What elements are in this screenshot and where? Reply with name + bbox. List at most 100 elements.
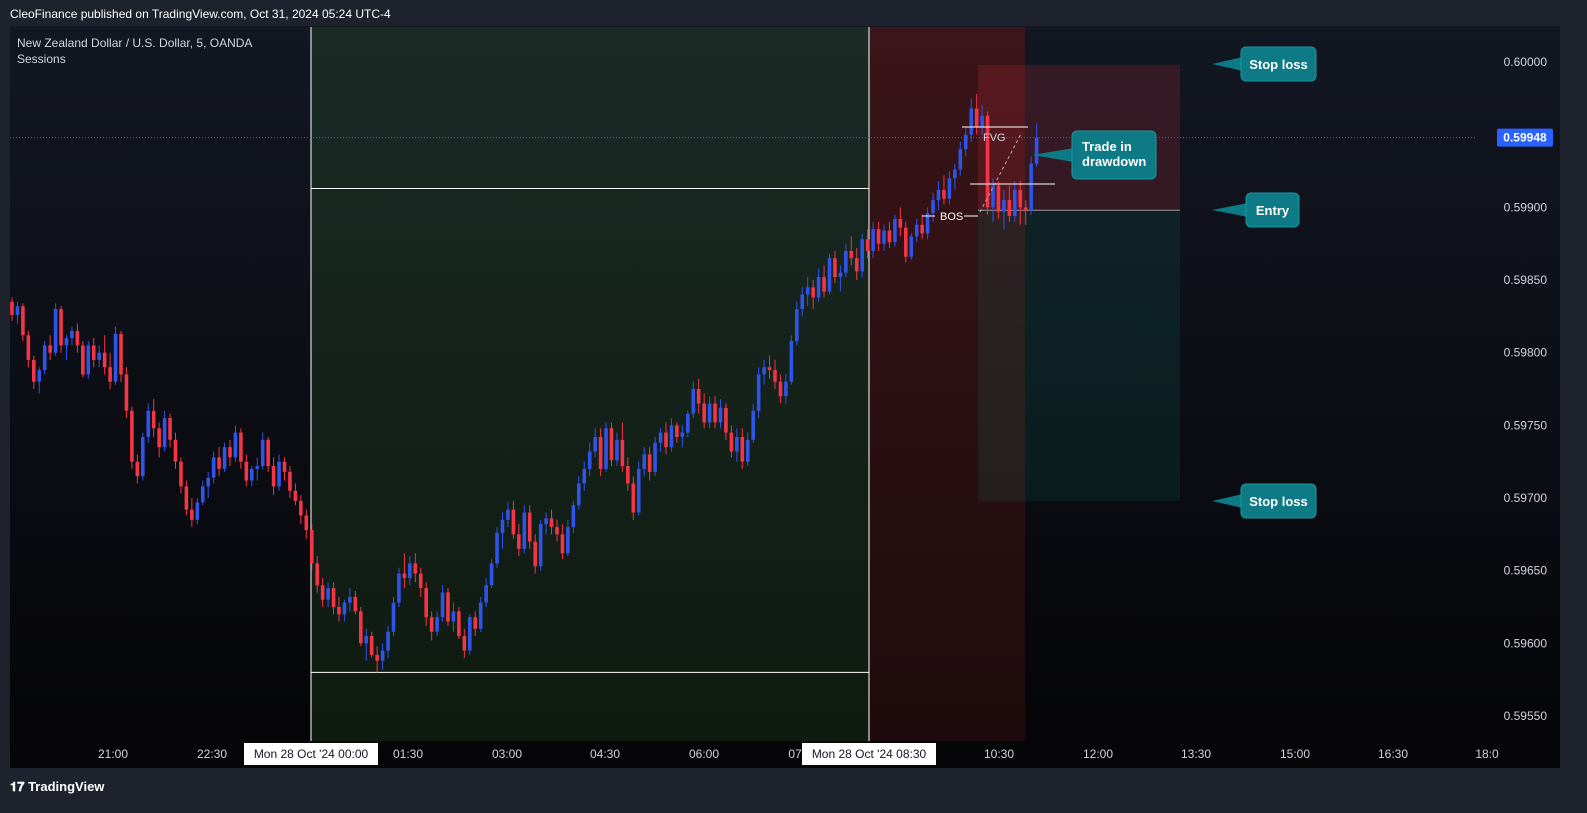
candle-body	[108, 367, 112, 382]
candle-body	[713, 403, 717, 423]
candle-body	[304, 515, 309, 530]
candle-body	[440, 592, 445, 618]
candle-body	[113, 333, 118, 382]
candle-body	[969, 108, 973, 135]
time-tick: 13:30	[1181, 747, 1211, 761]
candle-body	[151, 410, 156, 429]
candle-body	[838, 272, 843, 278]
candle-body	[484, 585, 488, 603]
candle-body	[511, 509, 516, 535]
candle-body	[604, 428, 608, 469]
candle-body	[784, 381, 788, 397]
time-tick: 07	[788, 747, 802, 761]
candle-body	[811, 287, 815, 298]
time-highlight-label: Mon 28 Oct '24 00:00	[254, 747, 369, 761]
candle-body	[1023, 207, 1028, 211]
candle-body	[871, 229, 875, 251]
candle-body	[260, 439, 265, 467]
candle-body	[887, 230, 892, 243]
candle-body	[190, 509, 194, 520]
candle-body	[369, 636, 374, 655]
candle-body	[64, 338, 69, 346]
chart-area[interactable]: FVG BOS Stop loss Trade in drawdown Entry Stop…	[0, 26, 1587, 770]
candle-body	[282, 461, 287, 472]
candle-body	[996, 185, 1001, 212]
candle-body	[299, 500, 303, 516]
callout-box	[1240, 483, 1317, 519]
candle-body	[418, 573, 423, 589]
candle-body	[15, 306, 20, 315]
price-tick: 0.59750	[1504, 418, 1548, 432]
candle-body	[320, 585, 325, 600]
time-tick: 15:00	[1280, 747, 1310, 761]
candle-body	[42, 345, 47, 371]
candle-body	[854, 258, 859, 272]
candle-body	[686, 413, 690, 433]
candle-body	[239, 432, 243, 462]
callout-text: Stop loss	[1249, 494, 1308, 509]
candle-body	[233, 432, 238, 458]
candle-body	[86, 345, 91, 375]
candle-body	[91, 345, 96, 360]
time-tick: 16:30	[1378, 747, 1408, 761]
candle-body	[931, 200, 935, 214]
callout-pointer	[1212, 57, 1243, 71]
candle-body	[914, 224, 919, 237]
callout-box	[1071, 130, 1157, 180]
target-zone	[978, 210, 1180, 501]
candle-body	[397, 573, 401, 603]
candle-body	[735, 436, 739, 452]
candle-body	[348, 596, 352, 603]
callout-text: Stop loss	[1249, 57, 1308, 72]
candle-body	[364, 636, 369, 644]
candle-body	[119, 333, 123, 375]
candle-body	[26, 335, 31, 360]
price-tick: 0.59550	[1504, 709, 1548, 723]
candle-body	[250, 468, 254, 481]
candle-body	[391, 602, 396, 632]
time-highlight-badge	[802, 743, 936, 765]
candle-body	[947, 178, 952, 199]
candles-group	[10, 93, 1039, 673]
tradingview-logo-icon: 𝟏𝟕	[10, 779, 29, 794]
candle-body	[658, 432, 663, 443]
candle-body	[609, 428, 614, 461]
candle-body	[571, 505, 576, 528]
candle-body	[222, 447, 227, 469]
price-tick: 0.60000	[1504, 55, 1548, 69]
candle-body	[244, 461, 249, 481]
candle-body	[81, 345, 85, 375]
candle-body	[751, 410, 755, 440]
candle-body	[865, 239, 870, 251]
candle-body	[544, 518, 548, 525]
tradingview-logo[interactable]: 𝟏𝟕 TradingView	[10, 779, 104, 795]
time-tick: 01:30	[393, 747, 423, 761]
candle-body	[293, 490, 298, 501]
candle-body	[756, 374, 761, 411]
time-tick: 21:00	[98, 747, 128, 761]
candle-body	[195, 502, 200, 520]
candle-body	[146, 410, 151, 437]
candle-body	[271, 466, 276, 487]
candle-body	[309, 529, 314, 564]
footer-bar: 𝟏𝟕 TradingView	[0, 770, 1587, 813]
candle-body	[980, 115, 984, 128]
candle-body	[876, 229, 881, 244]
callout-text: Trade in	[1082, 139, 1132, 154]
candle-body	[402, 573, 407, 578]
candle-body	[702, 403, 706, 423]
candle-body	[141, 436, 145, 477]
candle-body	[718, 407, 723, 423]
candle-body	[833, 258, 837, 278]
candle-body	[849, 250, 854, 259]
candle-body	[408, 563, 412, 578]
candle-body	[936, 189, 941, 201]
candle-body	[724, 407, 728, 433]
candle-body	[500, 519, 505, 533]
candle-body	[974, 108, 979, 128]
price-tick: 0.59900	[1504, 200, 1548, 214]
candle-body	[963, 134, 968, 150]
candle-body	[816, 277, 821, 298]
current-price-badge	[1497, 128, 1553, 147]
